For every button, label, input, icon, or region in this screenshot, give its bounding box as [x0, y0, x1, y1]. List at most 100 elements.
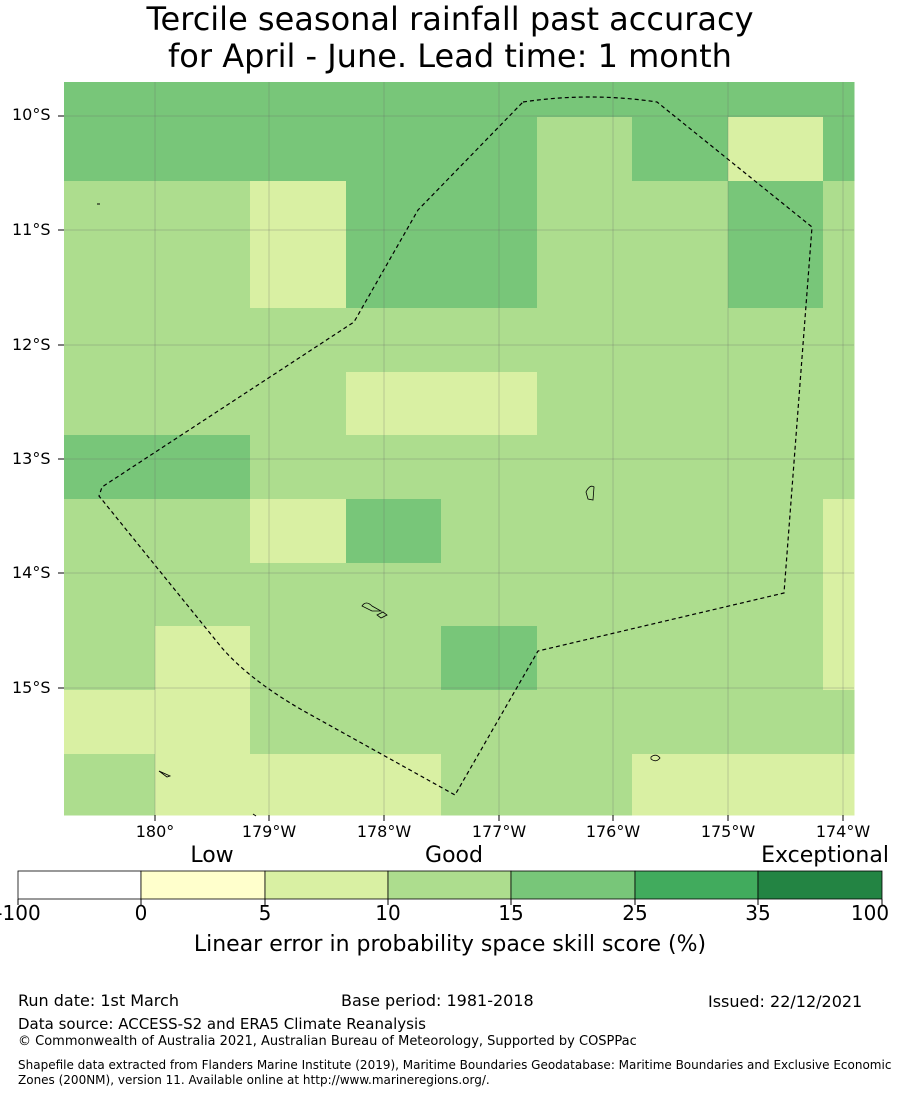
colorbar [17, 870, 883, 905]
eez-boundary [98, 96, 813, 796]
axis-ticks [58, 115, 844, 821]
skill-cell [632, 754, 729, 816]
colorbar-tick-label: 35 [745, 901, 771, 925]
colorbar-category-exceptional: Exceptional [761, 843, 889, 868]
lon-label: 179°W [241, 822, 297, 841]
colorbar-tick-label: 0 [134, 901, 148, 925]
skill-cell [155, 308, 251, 373]
skill-cell [537, 435, 633, 500]
skill-cell [632, 372, 729, 436]
skill-cell [346, 563, 442, 627]
lat-label: 12°S [12, 335, 51, 354]
skill-cell [250, 690, 347, 755]
skill-cell [346, 244, 442, 309]
skill-cell [728, 690, 824, 755]
map-title-line-2: for April - June. Lead time: 1 month [168, 37, 732, 75]
skill-cell [823, 626, 855, 691]
island-shape [361, 602, 383, 612]
skill-cell [250, 181, 347, 245]
skill-cell [823, 690, 855, 755]
skill-cell [823, 82, 855, 118]
skill-cell [728, 244, 824, 309]
run-date: Run date: 1st March [18, 991, 179, 1010]
skill-cell [632, 82, 729, 118]
skill-cell [537, 181, 633, 245]
skill-cell [823, 754, 855, 816]
skill-cell [250, 308, 347, 373]
skill-cell [632, 690, 729, 755]
skill-cell [537, 117, 633, 182]
skill-cell [632, 626, 729, 691]
skill-cell [64, 626, 156, 691]
skill-cell [537, 626, 633, 691]
skill-cell [250, 244, 347, 309]
skill-cell [537, 244, 633, 309]
lon-label: 178°W [356, 822, 412, 841]
skill-cell [823, 499, 855, 564]
skill-cell [155, 82, 251, 118]
skill-cell [346, 181, 442, 245]
colorbar-category-low: Low [190, 843, 234, 868]
colorbar-swatch [634, 870, 759, 900]
skill-cell [537, 690, 633, 755]
skill-cell [64, 82, 156, 118]
skill-cell [728, 435, 824, 500]
skill-cell [823, 244, 855, 309]
skill-cell [346, 435, 442, 500]
skill-cell [823, 308, 855, 373]
skill-cell [155, 690, 251, 755]
skill-cell [64, 244, 156, 309]
skill-cell [441, 626, 538, 691]
skill-cell [537, 308, 633, 373]
lat-label: 14°S [12, 563, 51, 582]
lat-label: 10°S [12, 105, 51, 124]
data-source: Data source: ACCESS-S2 and ERA5 Climate … [18, 1015, 426, 1033]
skill-cell [728, 626, 824, 691]
colorbar-swatch [757, 870, 883, 900]
skill-cell [823, 181, 855, 245]
skill-cell [823, 563, 855, 627]
skill-cell [346, 499, 442, 564]
colorbar-tick-label: 15 [498, 901, 524, 925]
map-title-line-1: Tercile seasonal rainfall past accuracy [146, 0, 754, 38]
skill-cell [346, 117, 442, 182]
lat-label: 15°S [12, 678, 51, 697]
island-shape [158, 770, 172, 778]
skill-cell [250, 754, 347, 816]
colorbar-swatch [140, 870, 266, 900]
skill-cell [441, 754, 538, 816]
colorbar-swatch [17, 870, 142, 900]
skill-cell [250, 626, 347, 691]
lat-label: 11°S [12, 220, 51, 239]
island-shape [252, 813, 257, 817]
lon-label: 177°W [471, 822, 527, 841]
skill-cell [64, 181, 156, 245]
skill-cell [64, 435, 156, 500]
skill-cell [346, 626, 442, 691]
skill-cell [64, 499, 156, 564]
lat-label: 13°S [12, 449, 51, 468]
skill-cell [155, 754, 251, 816]
colorbar-tick-label: -100 [0, 901, 41, 925]
skill-cell [250, 117, 347, 182]
colorbar-tick-label: 5 [258, 901, 272, 925]
skill-cell [346, 308, 442, 373]
skill-grid-cells [64, 82, 855, 816]
skill-cell [155, 181, 251, 245]
colorbar-swatch [387, 870, 512, 900]
skill-cell [346, 690, 442, 755]
colorbar-category-good: Good [425, 843, 483, 868]
skill-cell [441, 499, 538, 564]
skill-cell [250, 372, 347, 436]
skill-cell [155, 499, 251, 564]
skill-cell [250, 435, 347, 500]
skill-cell [64, 754, 156, 816]
skill-cell [728, 181, 824, 245]
skill-cell [64, 308, 156, 373]
skill-cell [823, 372, 855, 436]
skill-cell [728, 82, 824, 118]
skill-cell [728, 117, 824, 182]
skill-cell [64, 372, 156, 436]
colorbar-tick-label: 10 [375, 901, 401, 925]
issued-date: Issued: 22/12/2021 [708, 992, 863, 1011]
